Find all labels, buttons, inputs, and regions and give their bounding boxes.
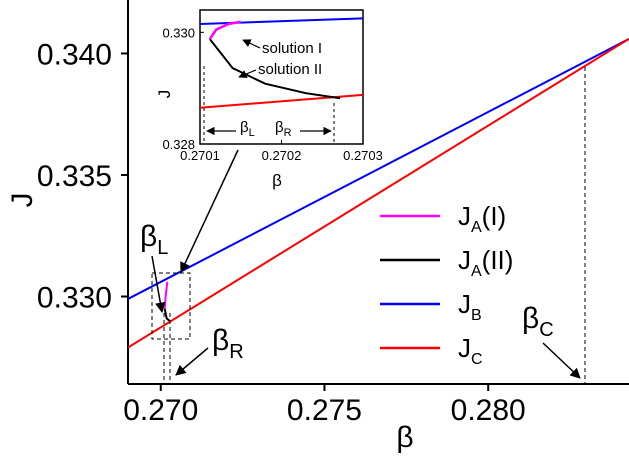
zoom-box	[151, 272, 191, 340]
series-ja-ii-line	[163, 308, 171, 322]
y-tick-label: 0.330	[37, 282, 112, 315]
x-tick-label: 0.280	[451, 394, 526, 427]
inset-y-axis-title: J	[155, 90, 174, 99]
inset-beta-l-label: βL	[240, 119, 255, 139]
inset-x-tick-label: 0.2701	[180, 148, 220, 163]
legend-label-ja-ii: JA(II)	[458, 245, 513, 280]
inset-frame	[199, 9, 364, 145]
beta-c-label: βC	[522, 302, 554, 341]
y-axis-title: J	[6, 193, 39, 208]
beta-r-label: βR	[212, 324, 244, 363]
legend-label-jb: JB	[458, 289, 482, 324]
x-tick-label: 0.270	[123, 394, 198, 427]
series-ja-i-line	[163, 281, 169, 309]
inset-solution-ii-label: solution II	[258, 61, 322, 78]
beta-l-label: βL	[140, 220, 168, 259]
series-jb-line	[128, 37, 629, 300]
inset-series-jb-line	[199, 17, 364, 25]
inset-solution-ii-arrow	[238, 69, 257, 79]
x-tick-label: 0.275	[287, 394, 362, 427]
inset-x-tick-label: 0.2702	[262, 148, 302, 163]
inset-beta-r-label: βR	[275, 119, 292, 139]
beta-r-arrow	[175, 347, 209, 376]
inset-connector-arrow	[180, 149, 239, 273]
beta-l-arrow	[151, 255, 166, 314]
legend-label-jc: JC	[458, 333, 483, 368]
beta-c-arrow	[542, 342, 581, 379]
inset-x-axis-title: β	[272, 171, 282, 190]
inset-x-tick-label: 0.2703	[343, 148, 383, 163]
legend: JA(I) JA(II) JB JC	[380, 201, 513, 368]
inset-y-tick-label: 0.330	[162, 25, 195, 40]
legend-label-ja-i: JA(I)	[458, 201, 506, 236]
inset-series-ja-ii-line	[208, 38, 341, 100]
inset-series-ja-i-line	[208, 20, 241, 40]
series-jc-line	[128, 38, 629, 349]
inset-solution-i-arrow	[242, 39, 261, 49]
inset-solution-i-label: solution I	[262, 40, 322, 57]
inset-y-tick-label: 0.328	[162, 137, 195, 152]
x-axis-title: β	[396, 421, 413, 454]
y-tick-label: 0.340	[37, 38, 112, 71]
y-tick-label: 0.335	[37, 160, 112, 193]
